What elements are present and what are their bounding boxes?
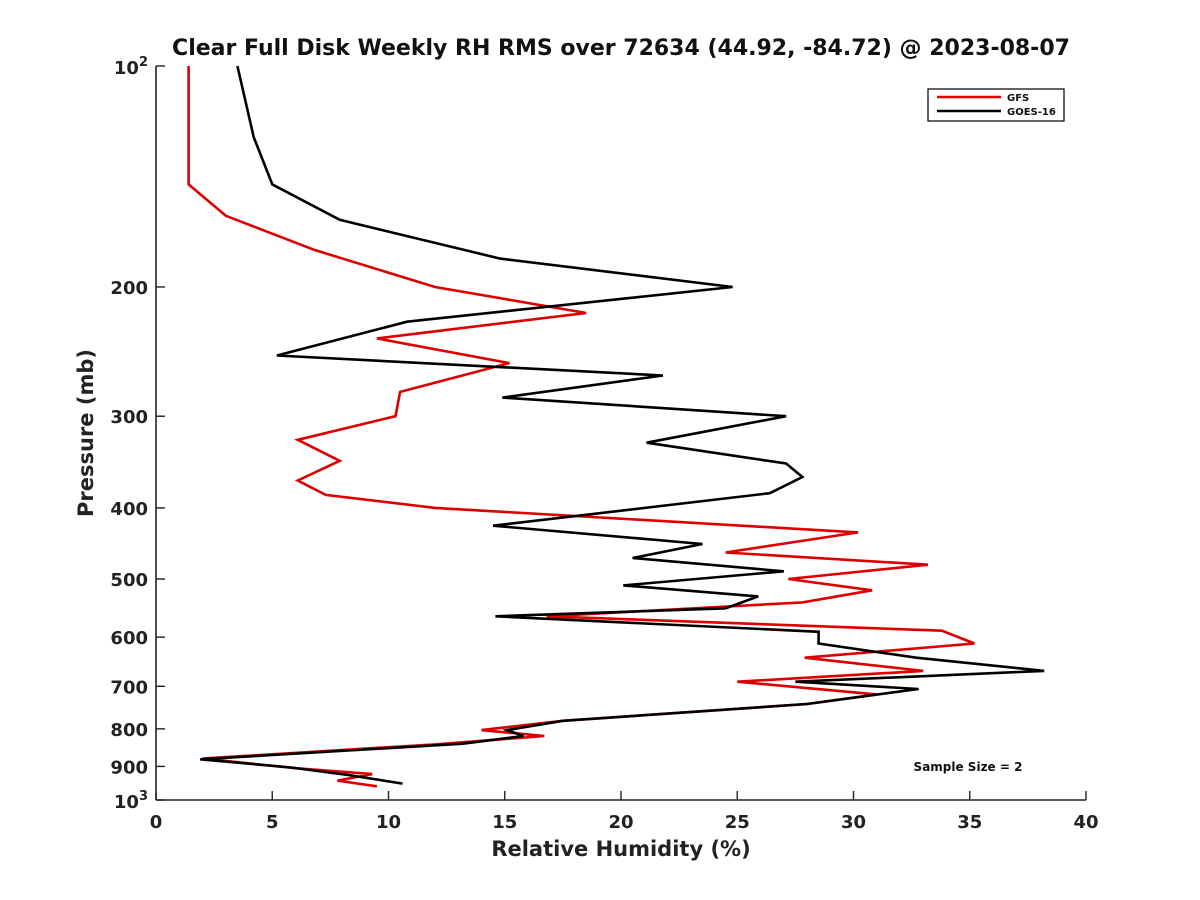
- x-tick-label: 20: [608, 812, 633, 833]
- y-tick-label: 600: [110, 628, 148, 649]
- legend: GFS GOES-16: [927, 88, 1065, 122]
- y-axis-label: Pressure (mb): [74, 349, 98, 517]
- legend-label-goes-16: GOES-16: [1007, 107, 1056, 118]
- y-tick-label: 900: [110, 757, 148, 778]
- y-tick-label: 300: [110, 407, 148, 428]
- x-tick-label: 25: [725, 812, 750, 833]
- x-tick-label: 5: [266, 812, 279, 833]
- x-tick-label: 35: [957, 812, 982, 833]
- series-layer: [187, 65, 1045, 788]
- series-line-gfs: [187, 66, 975, 788]
- chart-title: Clear Full Disk Weekly RH RMS over 72634…: [172, 36, 1070, 61]
- y-tick-label: 500: [110, 570, 148, 591]
- y-tick-label: 700: [110, 677, 148, 698]
- sample-size-annotation: Sample Size = 2: [914, 760, 1023, 774]
- x-tick-label: 0: [150, 812, 163, 833]
- y-ticks: 200 300 400 500 600 700 800 900 102 103: [110, 55, 165, 813]
- y-tick-label: 800: [110, 720, 148, 741]
- legend-box: [927, 88, 1065, 122]
- x-ticks: 0 5 10 15 20 25 30 35 40: [150, 791, 1099, 833]
- x-axis-label: Relative Humidity (%): [491, 837, 750, 861]
- x-tick-label: 15: [492, 812, 517, 833]
- series-line-goes-16: [200, 65, 1045, 785]
- legend-label-gfs: GFS: [1007, 93, 1029, 104]
- x-tick-label: 10: [376, 812, 401, 833]
- x-tick-label: 30: [841, 812, 866, 833]
- x-tick-label: 40: [1073, 812, 1098, 833]
- y-tick-label: 400: [110, 499, 148, 520]
- y-decade-tick-label: 103: [114, 789, 148, 813]
- y-decade-tick-label: 102: [114, 55, 148, 79]
- y-tick-label: 200: [110, 278, 148, 299]
